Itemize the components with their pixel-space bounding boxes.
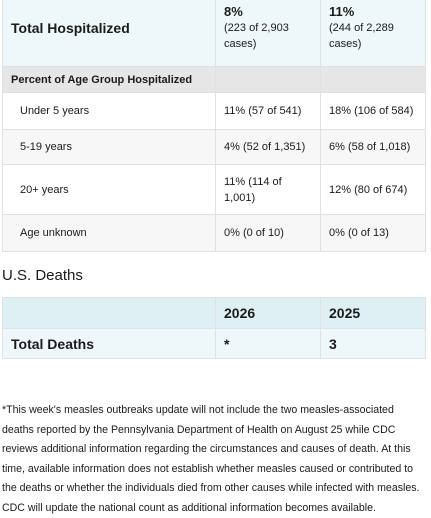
cell: 11% (57 of 541) [215,92,321,130]
cell: 4% (52 of 1,351) [215,129,321,165]
cell: 8% (223 of 2,903 cases) [215,0,321,67]
age-row: Age unknown 0% (0 of 10) 0% (0 of 13) [2,214,426,252]
cell: 6% (58 of 1,018) [320,129,426,165]
row-label: Age unknown [2,214,216,252]
cell: 11% (114 of 1,001) [215,164,321,215]
header-cell: 2025 [320,297,426,329]
row-label: Total Hospitalized [2,0,216,67]
cell: 3 [320,328,426,359]
cell [2,297,216,329]
footnote: *This week's measles outbreaks update wi… [2,404,420,514]
total-row: Total Hospitalized 8% (223 of 2,903 cases… [2,0,426,67]
cell: 0% (0 of 13) [320,214,426,252]
age-row: Under 5 years 11% (57 of 541) 18% (106 of … [2,92,426,130]
row-label: Under 5 years [2,92,216,130]
section-heading: U.S. Deaths [2,267,83,284]
detail: (223 of 2,903 cases) [224,21,289,50]
cell [320,66,426,93]
header-cell: 2026 [215,297,321,329]
cell [215,66,321,93]
row-label: 20+ years [2,164,216,215]
page: Total Hospitalized 8% (223 of 2,903 cases… [2,0,426,514]
deaths-table: 2026 2025 Total Deaths * 3 [2,297,426,359]
row-label: 5-19 years [2,129,216,165]
cell: 11% (244 of 2,289 cases) [320,0,426,67]
cell: 18% (106 of 584) [320,92,426,130]
percent: 11% [329,3,355,19]
section-label: Percent of Age Group Hospitalized [2,66,216,93]
section-row: Percent of Age Group Hospitalized [2,66,426,93]
hospitalized-table: Total Hospitalized 8% (223 of 2,903 cases… [2,0,426,252]
detail: (244 of 2,289 cases) [329,21,394,50]
cell: 12% (80 of 674) [320,164,426,215]
age-row: 20+ years 11% (114 of 1,001) 12% (80 of 67… [2,164,426,215]
cell: * [215,328,321,359]
row-label: Total Deaths [2,328,216,359]
header-row: 2026 2025 [2,297,426,329]
age-row: 5-19 years 4% (52 of 1,351) 6% (58 of 1,01… [2,129,426,165]
cell: 0% (0 of 10) [215,214,321,252]
percent: 8% [224,3,243,19]
deaths-row: Total Deaths * 3 [2,328,426,359]
